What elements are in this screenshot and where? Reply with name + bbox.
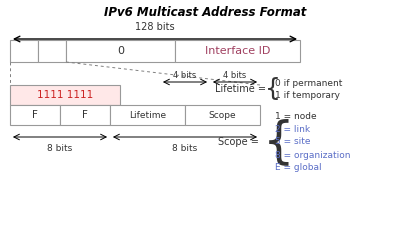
Text: Scope: Scope — [209, 110, 236, 119]
Text: IPv6 Multicast Address Format: IPv6 Multicast Address Format — [104, 5, 306, 18]
Text: 4 bits: 4 bits — [223, 71, 247, 80]
Bar — [110, 105, 185, 125]
Bar — [60, 105, 110, 125]
Text: {: { — [263, 118, 295, 166]
Text: E = global: E = global — [275, 164, 322, 173]
Text: 8 bits: 8 bits — [172, 144, 198, 153]
Text: Interface ID: Interface ID — [205, 46, 270, 56]
Text: 1 if temporary: 1 if temporary — [275, 91, 340, 100]
Text: F: F — [32, 110, 38, 120]
Bar — [10, 85, 120, 105]
Bar — [10, 40, 38, 62]
Text: 2 = link: 2 = link — [275, 124, 310, 133]
Text: 8 = organization: 8 = organization — [275, 150, 351, 160]
Text: 1111 1111: 1111 1111 — [37, 90, 93, 100]
Text: Lifetime =: Lifetime = — [215, 84, 269, 94]
Bar — [38, 40, 66, 62]
Text: F: F — [82, 110, 88, 120]
Text: Lifetime: Lifetime — [129, 110, 166, 119]
Text: 0: 0 — [117, 46, 124, 56]
Text: Scope =: Scope = — [218, 137, 262, 147]
Text: 8 bits: 8 bits — [47, 144, 73, 153]
Text: 4 bits: 4 bits — [173, 71, 196, 80]
Text: 5 = site: 5 = site — [275, 137, 310, 146]
Text: 1 = node: 1 = node — [275, 111, 316, 120]
Text: 128 bits: 128 bits — [135, 22, 175, 32]
Bar — [175, 40, 300, 62]
Bar — [185, 105, 260, 125]
Bar — [10, 105, 60, 125]
Text: {: { — [265, 77, 281, 101]
Bar — [66, 40, 175, 62]
Text: 0 if permanent: 0 if permanent — [275, 78, 342, 87]
